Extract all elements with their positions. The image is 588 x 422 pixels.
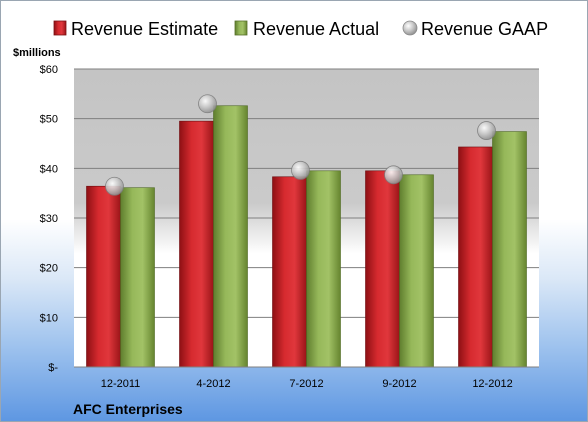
y-tick-label: $10 xyxy=(40,312,58,324)
x-tick-label: 4-2012 xyxy=(196,378,230,390)
legend-label-revenue-actual: Revenue Actual xyxy=(253,19,379,39)
y-tick-label: $40 xyxy=(40,163,58,175)
x-axis-labels: 12-2011 4-2012 7-2012 9-2012 12-2012 xyxy=(101,378,513,390)
y-axis-ticks: $- $10 $20 $30 $40 $50 $60 xyxy=(40,64,59,374)
marker-revenue-gaap xyxy=(477,121,496,140)
bar-revenue-estimate xyxy=(179,120,214,368)
bar-revenue-actual xyxy=(120,187,155,368)
y-unit-label: $millions xyxy=(13,47,61,59)
bar-revenue-estimate xyxy=(86,185,121,368)
legend-swatch-revenue-actual xyxy=(234,20,248,36)
bars xyxy=(86,105,527,368)
bar-revenue-estimate xyxy=(272,176,307,368)
marker-revenue-gaap xyxy=(198,94,217,114)
x-tick-label: 7-2012 xyxy=(289,378,323,390)
y-tick-label: $60 xyxy=(40,64,58,76)
gaap-markers xyxy=(105,94,496,196)
x-tick-label: 12-2012 xyxy=(472,378,512,390)
bar-revenue-actual xyxy=(399,174,434,368)
legend-marker-revenue-gaap xyxy=(402,20,418,36)
bar-revenue-actual xyxy=(213,105,248,368)
legend-swatch-revenue-estimate xyxy=(53,20,67,36)
y-tick-label: $30 xyxy=(40,213,58,225)
marker-revenue-gaap xyxy=(291,160,310,180)
y-tick-label: $- xyxy=(48,362,58,374)
x-tick-label: 9-2012 xyxy=(382,378,416,390)
marker-revenue-gaap xyxy=(384,165,403,185)
marker-revenue-gaap xyxy=(105,176,124,196)
legend: Revenue Estimate Revenue Actual Revenue … xyxy=(53,19,548,39)
company-name: AFC Enterprises xyxy=(73,401,183,417)
x-tick-label: 12-2011 xyxy=(101,378,141,390)
bar-revenue-estimate xyxy=(365,170,400,368)
bar-revenue-actual xyxy=(492,131,527,368)
legend-label-revenue-gaap: Revenue GAAP xyxy=(421,19,548,39)
y-tick-label: $50 xyxy=(40,114,58,126)
bar-revenue-estimate xyxy=(458,146,493,368)
bar-revenue-actual xyxy=(306,170,341,368)
legend-label-revenue-estimate: Revenue Estimate xyxy=(71,19,218,39)
y-tick-label: $20 xyxy=(40,263,58,275)
